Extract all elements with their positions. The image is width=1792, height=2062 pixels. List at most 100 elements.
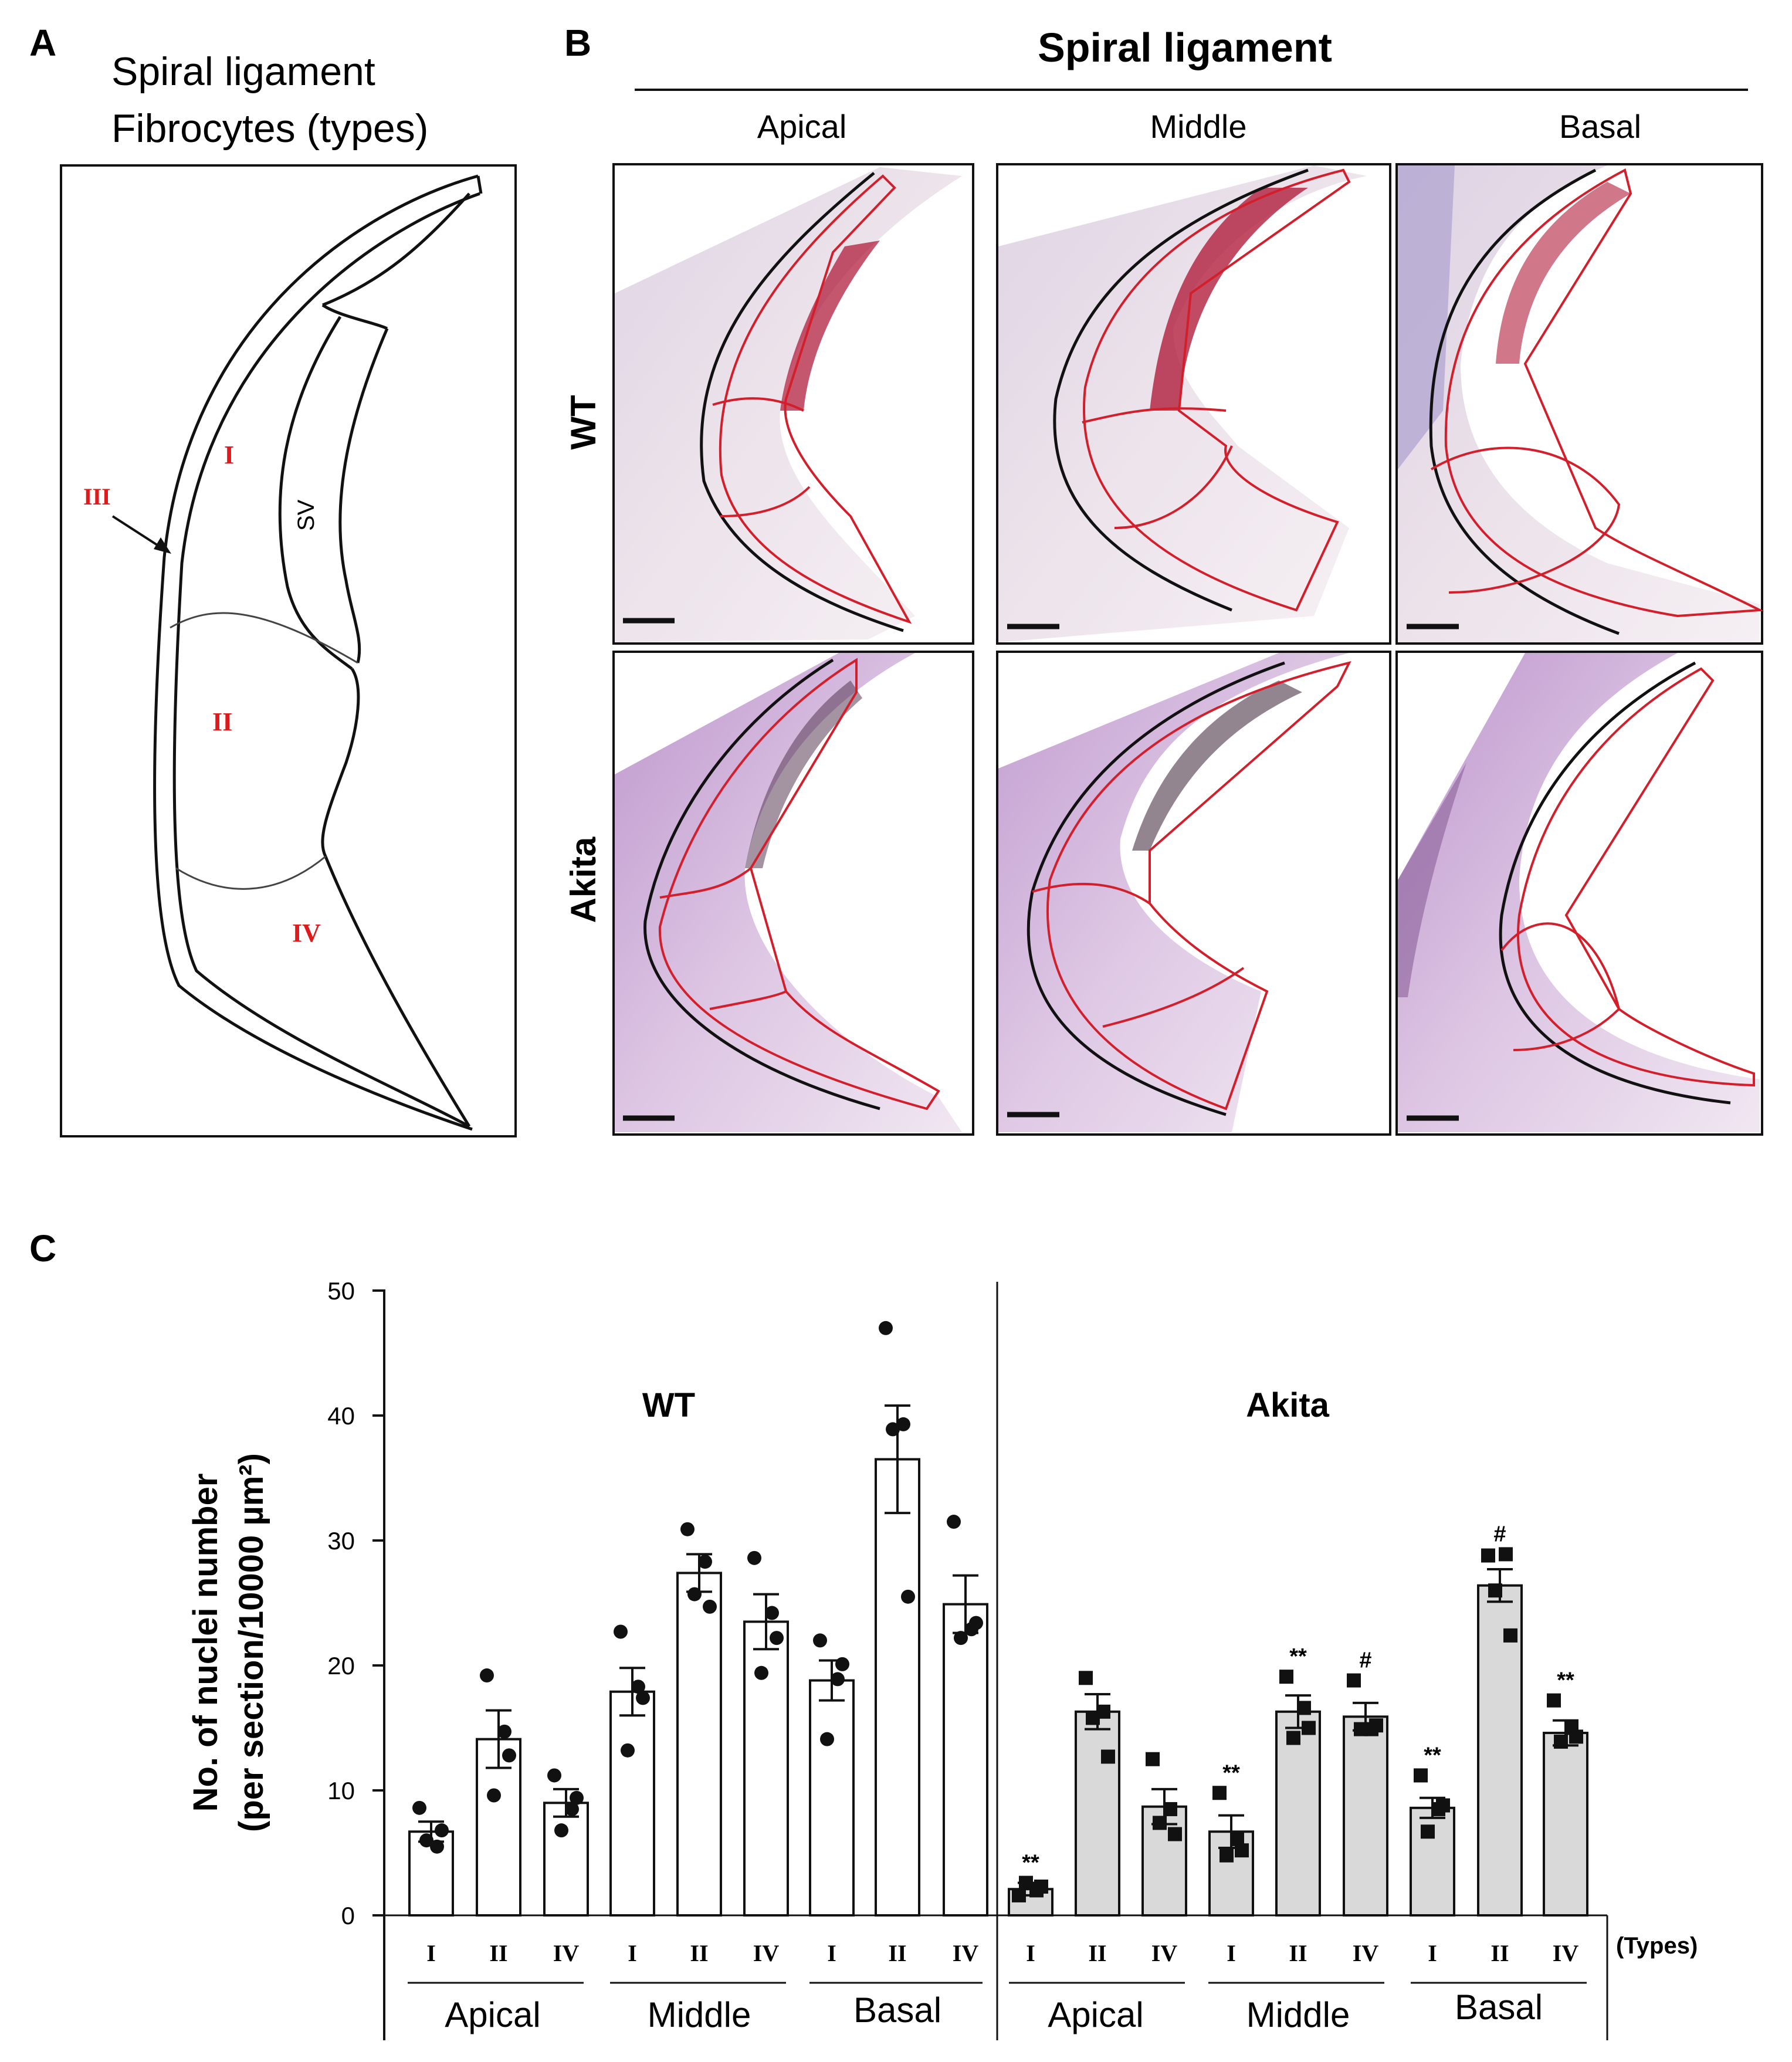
type-label: IV: [1553, 1940, 1579, 1966]
data-point: [554, 1823, 568, 1838]
micrograph-wt-basal: [1395, 163, 1764, 645]
sv-boundary-bend: [321, 303, 388, 330]
panel-b-title: Spiral ligament: [1038, 25, 1332, 70]
data-point: [820, 1732, 834, 1746]
group-label-middle: Middle: [648, 1995, 751, 2034]
y-tick-label-30: 30: [327, 1527, 355, 1555]
micrograph-wt-apical: [612, 163, 974, 645]
data-point: [947, 1515, 961, 1529]
series-title-akita: Akita: [1246, 1386, 1330, 1424]
type-label: II: [1088, 1940, 1106, 1966]
data-point: [879, 1321, 893, 1335]
bar: [1343, 1715, 1388, 1917]
type-label: I: [1026, 1940, 1035, 1966]
types-note: (Types): [1616, 1933, 1698, 1959]
y-tick-label-20: 20: [327, 1652, 355, 1680]
region-label-i: I: [224, 441, 234, 469]
data-point: [765, 1606, 779, 1620]
data-point: [754, 1665, 768, 1680]
column-header-basal: Basal: [1559, 108, 1641, 145]
data-point: [680, 1522, 695, 1536]
micrograph-akita-basal: [1395, 651, 1763, 1136]
type-label: II: [1490, 1940, 1509, 1966]
group-label-apical: Apical: [1048, 1995, 1143, 2034]
data-point: [813, 1633, 827, 1648]
data-point: [687, 1587, 702, 1601]
group-label-apical: Apical: [445, 1995, 540, 2034]
data-point: [1436, 1798, 1450, 1813]
data-point: [497, 1724, 511, 1739]
data-point: [1347, 1673, 1361, 1688]
data-point: [1554, 1734, 1568, 1749]
bar: [809, 1679, 855, 1917]
significance-marker: #: [1359, 1648, 1371, 1673]
panel-a-frame: [60, 164, 517, 1137]
data-point: [636, 1691, 650, 1705]
type-label: I: [1227, 1940, 1236, 1966]
bar: [543, 1802, 589, 1917]
data-point: [1503, 1628, 1517, 1643]
arrow-iii: [111, 515, 171, 554]
significance-marker: #: [1493, 1522, 1506, 1546]
data-point: [1547, 1693, 1561, 1708]
panel-a-title-line1: Spiral ligament: [111, 49, 375, 94]
data-point: [1146, 1752, 1160, 1766]
data-point: [621, 1743, 635, 1758]
panel-b: B Spiral ligament Apical Middle Basal WT…: [564, 22, 1764, 1136]
type-label: IV: [1353, 1940, 1379, 1966]
panel-a-letter: A: [29, 22, 56, 64]
data-point: [1302, 1721, 1316, 1735]
data-point: [1019, 1875, 1033, 1890]
data-point: [1481, 1548, 1495, 1563]
column-header-apical: Apical: [757, 108, 847, 145]
stria-vascularis-outer: [278, 316, 353, 671]
data-point: [1012, 1888, 1026, 1902]
y-tick-label-40: 40: [327, 1402, 355, 1430]
data-point: [1219, 1848, 1234, 1863]
significance-marker: **: [1289, 1644, 1307, 1669]
data-point: [1163, 1802, 1177, 1816]
data-point: [1421, 1824, 1435, 1839]
bar: [1410, 1806, 1455, 1917]
data-point: [412, 1800, 426, 1815]
data-point: [502, 1748, 516, 1763]
type-label: II: [690, 1940, 708, 1966]
bar: [875, 1458, 920, 1917]
significance-marker: **: [1424, 1743, 1441, 1768]
micrograph-akita-middle: [996, 651, 1391, 1136]
data-point: [698, 1555, 712, 1569]
stria-vascularis-inner: [338, 328, 389, 663]
panel-c: C No. of nuclei number (per section/1000…: [29, 1227, 1698, 2040]
data-point: [614, 1624, 628, 1639]
sv-lower-contour: [321, 668, 360, 858]
data-point: [480, 1668, 494, 1683]
y-tick-label-10: 10: [327, 1777, 355, 1804]
significance-marker: **: [1222, 1760, 1240, 1785]
y-axis-label-line2: (per section/10000 µm²): [232, 1453, 270, 1832]
data-point: [954, 1631, 968, 1645]
data-point: [1079, 1671, 1093, 1685]
data-point: [419, 1833, 433, 1848]
type-label: I: [426, 1940, 436, 1966]
row-label-wt: WT: [564, 395, 603, 449]
micrograph-wt-middle: [996, 163, 1391, 645]
type-label: I: [628, 1940, 637, 1966]
type-label: IV: [753, 1940, 780, 1966]
data-point: [1414, 1768, 1428, 1783]
data-point: [770, 1631, 784, 1645]
boundary-ii-iv: [175, 855, 326, 890]
y-axis-label-line1: No. of nuclei number: [187, 1474, 225, 1812]
data-point: [896, 1417, 910, 1431]
y-tick-label-0: 0: [341, 1902, 355, 1929]
chart-marks: ** ** ** # ** # **: [372, 1289, 1588, 1917]
data-point: [1499, 1547, 1513, 1562]
data-point: [1354, 1722, 1368, 1736]
data-point: [1569, 1729, 1583, 1744]
data-point: [747, 1550, 761, 1565]
data-point: [435, 1823, 449, 1838]
data-point: [1086, 1711, 1100, 1725]
bar: [1275, 1710, 1321, 1917]
group-label-basal: Basal: [853, 1990, 941, 2030]
data-point: [1101, 1749, 1115, 1764]
